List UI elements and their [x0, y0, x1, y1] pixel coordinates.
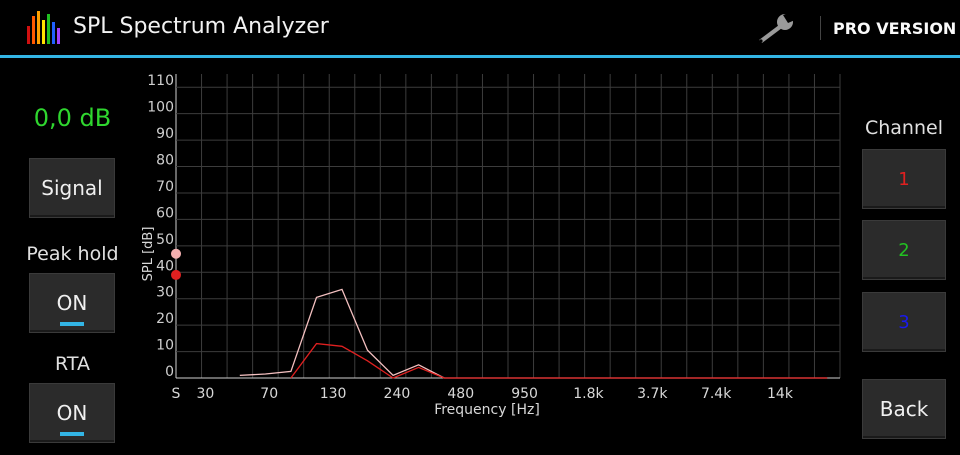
x-tick-label: 1.8k — [573, 386, 604, 402]
rta-label: RTA — [55, 353, 90, 375]
peak-hold-toggle[interactable]: ON — [29, 273, 115, 333]
app-title: SPL Spectrum Analyzer — [73, 14, 329, 39]
peak-hold-label: Peak hold — [26, 243, 119, 265]
y-tick-label: 90 — [156, 126, 174, 142]
action-bar-divider — [820, 16, 821, 40]
signal-button[interactable]: Signal — [29, 158, 115, 218]
x-tick-label: 3.7k — [637, 386, 668, 402]
back-button[interactable]: Back — [862, 379, 946, 439]
x-tick-label: 14k — [767, 386, 794, 402]
peak-marker-2 — [171, 269, 181, 280]
channel-3-button[interactable]: 3 — [862, 292, 946, 352]
y-axis-label: SPL [dB] — [141, 227, 156, 282]
y-tick-label: 20 — [156, 311, 174, 327]
back-button-label: Back — [879, 397, 929, 421]
x-tick-label: 70 — [260, 386, 278, 402]
spectrum-bars-icon — [27, 11, 60, 44]
peak-hold-toggle-label: ON — [56, 291, 88, 315]
channel-1-button[interactable]: 1 — [862, 149, 946, 209]
wrench-icon[interactable] — [755, 13, 799, 45]
rta-indicator — [60, 432, 84, 436]
channel-2-label: 2 — [898, 239, 910, 261]
channel-1-label: 1 — [898, 168, 910, 190]
x-tick-label: 30 — [196, 386, 214, 402]
x-tick-label: 950 — [511, 386, 538, 402]
y-tick-label: 0 — [165, 364, 174, 380]
y-tick-label: 70 — [156, 179, 174, 195]
y-tick-label: 40 — [156, 258, 174, 274]
peak-marker-1 — [171, 248, 181, 259]
y-tick-label: 10 — [156, 338, 174, 354]
y-tick-label: 110 — [147, 73, 174, 89]
channel-label: Channel — [864, 117, 943, 139]
spectrum-chart: 0 10 20 30 40 50 60 70 80 90 100 110 S 30 70 130 240 480 9… — [141, 73, 841, 418]
x-tick-label: 7.4k — [701, 386, 732, 402]
y-tick-label: 30 — [156, 285, 174, 301]
y-tick-label: 80 — [156, 153, 174, 169]
x-tick-label: S — [172, 386, 181, 402]
x-tick-label: 480 — [447, 386, 474, 402]
channel-2-button[interactable]: 2 — [862, 220, 946, 280]
channel-3-label: 3 — [898, 311, 910, 333]
y-tick-label: 60 — [156, 205, 174, 221]
action-bar: SPL Spectrum Analyzer PRO VERSION — [0, 0, 960, 58]
x-tick-label: 130 — [320, 386, 347, 402]
peak-hold-indicator — [60, 322, 84, 326]
series-line-2 — [290, 342, 828, 379]
x-axis-label: Frequency [Hz] — [434, 402, 540, 418]
rta-toggle-label: ON — [56, 401, 88, 425]
y-tick-label: 100 — [147, 100, 174, 116]
rta-toggle[interactable]: ON — [29, 383, 115, 443]
pro-version-button[interactable]: PRO VERSION — [833, 19, 957, 38]
level-readout: 0,0 dB — [33, 104, 112, 132]
x-tick-label: 240 — [384, 386, 411, 402]
y-tick-label: 50 — [156, 232, 174, 248]
signal-button-label: Signal — [41, 176, 103, 200]
